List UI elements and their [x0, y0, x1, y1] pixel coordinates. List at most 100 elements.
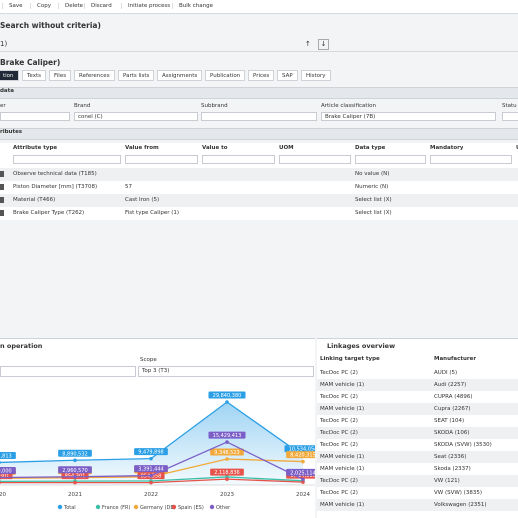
value-label: 2,960,570	[62, 468, 87, 474]
column-filter[interactable]	[202, 155, 275, 164]
column-filter[interactable]	[279, 155, 351, 164]
tab[interactable]: Files	[49, 70, 72, 81]
row-icon[interactable]	[0, 210, 4, 216]
column-filter[interactable]	[355, 155, 426, 164]
cell: Volkswagen (2351)	[434, 502, 487, 508]
value-label: 9,479,898	[138, 450, 163, 456]
field-input[interactable]: conel (C)	[74, 112, 198, 121]
toolbar-button[interactable]: Bulk change	[172, 3, 213, 9]
column-filter[interactable]	[13, 155, 121, 164]
row-icon[interactable]	[0, 197, 4, 203]
value-label-box	[210, 448, 244, 456]
column-filter[interactable]	[125, 155, 198, 164]
point	[301, 480, 305, 484]
row-bg	[317, 403, 518, 415]
arrow-up[interactable]: ↑	[305, 40, 311, 48]
cell: VW (121)	[434, 478, 460, 484]
legend-label: Total	[63, 505, 76, 511]
cell: SEAT (104)	[434, 418, 465, 424]
tab[interactable]: Publication	[205, 70, 246, 81]
row-bg	[317, 475, 518, 487]
scope-label: Scope	[140, 357, 157, 363]
cell: Skoda (2337)	[434, 466, 471, 472]
row-bg	[317, 379, 518, 391]
point	[301, 477, 305, 482]
value-label-box	[208, 431, 246, 439]
cell: Observe technical data (T185)	[13, 171, 97, 177]
tab[interactable]: History	[301, 70, 331, 81]
cell: Select list (X)	[355, 210, 392, 216]
x-tick-label: 2024	[296, 492, 310, 498]
point	[0, 475, 1, 479]
row-bg	[0, 181, 518, 194]
cell: TecDoc PC (2)	[320, 370, 358, 376]
toolbar-button[interactable]: Save	[2, 3, 23, 9]
tab[interactable]: SAP	[277, 70, 298, 81]
cell: Cast Iron (5)	[125, 197, 160, 203]
row-icon[interactable]	[0, 184, 4, 190]
section-bar	[0, 128, 518, 140]
toolbar-button[interactable]: Copy	[30, 3, 51, 9]
value-label: 29,840,380	[213, 393, 242, 399]
row-bg	[317, 499, 518, 511]
legend-label: France (FR)	[102, 505, 131, 511]
field-input[interactable]	[201, 112, 317, 121]
value-label-box	[286, 468, 315, 476]
scope-select[interactable]: Top 3 (T3)	[138, 366, 314, 377]
tab[interactable]: References	[74, 70, 115, 81]
row-icon[interactable]	[0, 171, 4, 177]
field-input[interactable]	[502, 112, 518, 121]
field-label: Statu	[502, 103, 517, 109]
point	[73, 480, 77, 485]
field-label: Article classification	[321, 103, 376, 109]
select-left[interactable]	[0, 366, 136, 377]
cell: MAM vehicle (1)	[320, 466, 365, 472]
value-label: 10,534,054	[289, 447, 315, 453]
x-tick-label: 2021	[68, 492, 82, 498]
area	[0, 402, 303, 485]
column-header: Linking target type	[320, 356, 380, 362]
point	[73, 458, 77, 463]
x-tick-label: 2022	[144, 492, 158, 498]
point	[73, 474, 77, 479]
toolbar-button[interactable]: Discard	[84, 3, 112, 9]
toolbar-button[interactable]: Initiate process	[121, 3, 170, 9]
value-label-box	[58, 449, 92, 457]
value-label-box	[208, 391, 246, 399]
tab[interactable]: Assignments	[157, 70, 203, 81]
divider	[0, 51, 518, 52]
cell: MAM vehicle (1)	[320, 502, 365, 508]
legend-marker	[57, 504, 63, 510]
value-label-box	[210, 468, 244, 476]
tab[interactable]: Prices	[248, 70, 275, 81]
value-label: 15,429,413	[213, 433, 242, 439]
column-header: Mandatory	[430, 145, 464, 151]
tab[interactable]: Texts	[22, 70, 46, 81]
legend-marker	[209, 504, 215, 510]
search-title: Search without criteria)	[0, 21, 101, 30]
value-label: 3,391,444	[138, 467, 163, 473]
point	[225, 457, 229, 461]
arrow-down[interactable]: ↓	[318, 39, 329, 50]
cell: 57	[125, 184, 132, 190]
value-label: 854,301	[0, 474, 9, 480]
cell: MAM vehicle (1)	[320, 454, 365, 460]
point	[225, 477, 229, 481]
cell: SKODA (SVW) (3530)	[434, 442, 492, 448]
toolbar-button[interactable]: Delete	[58, 3, 83, 9]
field-input[interactable]	[0, 112, 70, 121]
tab[interactable]: tion	[0, 70, 19, 81]
row-bg	[317, 415, 518, 427]
tab[interactable]: Parts lists	[118, 70, 155, 81]
column-filter[interactable]	[430, 155, 512, 164]
legend-label: Germany (DE)	[140, 505, 176, 511]
cell: TecDoc PC (2)	[320, 442, 358, 448]
value-label: 2,025,114	[290, 470, 315, 476]
legend-label: Other	[216, 505, 231, 511]
field-input[interactable]: Brake Caliper (7B)	[321, 112, 496, 121]
section-title: ributes	[0, 129, 23, 135]
section-title: data	[0, 88, 14, 94]
legend-label: Spain (ES)	[178, 505, 204, 511]
value-label: 2,700,000	[0, 468, 12, 474]
